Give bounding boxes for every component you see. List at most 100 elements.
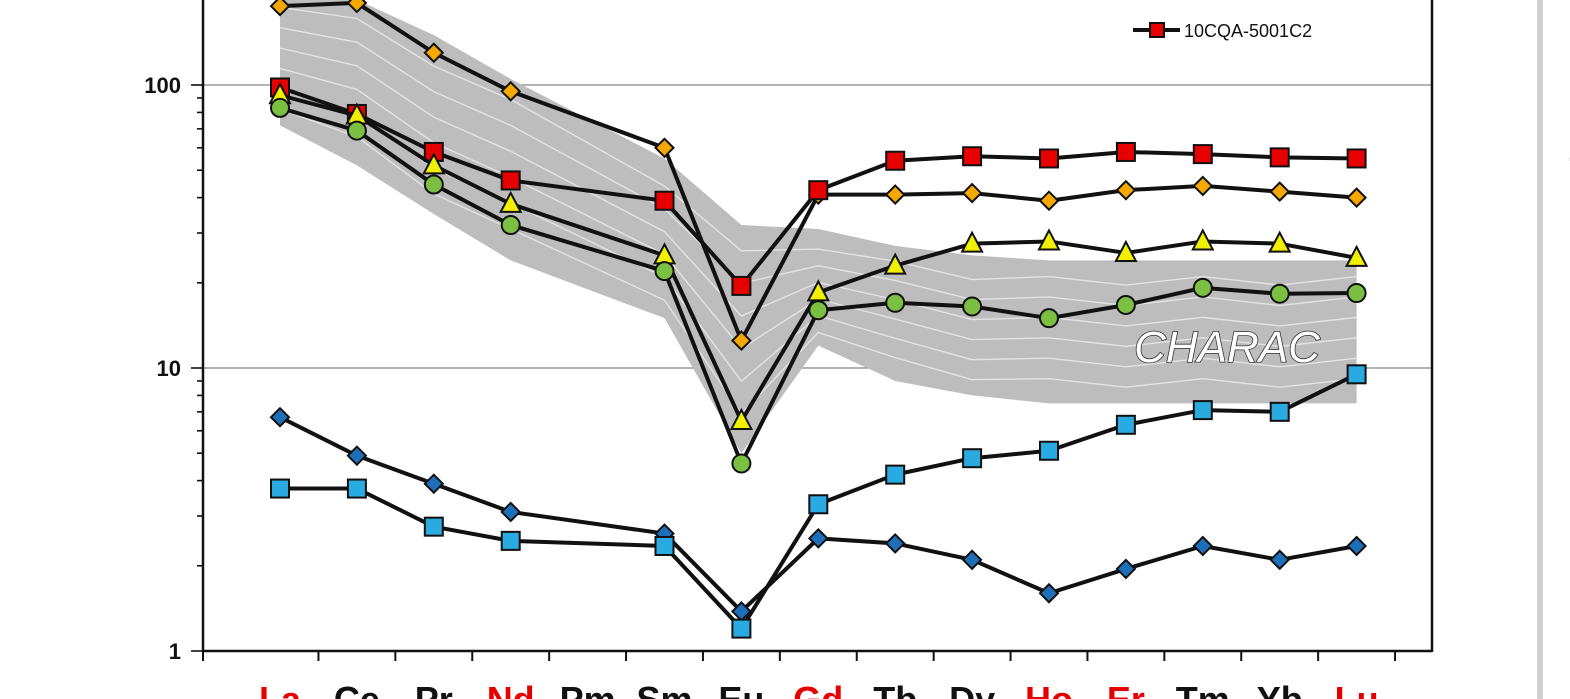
reference-pattern-line (279, 88, 1357, 383)
data-point-square (1192, 144, 1213, 165)
data-point-diamond (346, 445, 368, 467)
data-point-square (654, 535, 675, 556)
x-tick-label: Pm (560, 679, 616, 699)
data-point-diamond (1269, 181, 1291, 203)
data-point-square (731, 275, 752, 296)
y-tick-label: 100 (144, 73, 181, 98)
data-point-diamond (730, 330, 752, 351)
data-point-circle (500, 215, 521, 236)
data-point-diamond (961, 549, 983, 571)
reference-pattern-line (279, 108, 1357, 415)
data-point-square (1039, 148, 1059, 169)
data-point-square (346, 478, 367, 499)
data-point-square (1346, 364, 1367, 385)
data-point-diamond (1346, 535, 1368, 557)
data-point-square (885, 464, 906, 485)
data-point-triangle (1344, 244, 1369, 267)
data-point-square (1269, 401, 1290, 422)
data-point-diamond (346, 0, 368, 14)
data-point-square (500, 170, 521, 191)
data-point-diamond (269, 406, 291, 428)
data-point-square (270, 478, 290, 499)
x-tick-label: Nd (487, 679, 535, 699)
data-point-triangle (499, 190, 523, 213)
series-line (279, 85, 1357, 288)
data-point-square (1192, 400, 1213, 421)
data-point-square (1115, 414, 1136, 435)
data-point-square (808, 494, 829, 515)
data-point-circle (1039, 308, 1059, 329)
x-tick-label: Ce (334, 679, 380, 699)
data-point-circle (654, 261, 675, 282)
data-point-circle (423, 174, 444, 195)
data-point-square (1115, 141, 1136, 162)
data-point-diamond (1038, 190, 1060, 212)
data-point-square (962, 448, 983, 469)
data-point-triangle (960, 230, 984, 253)
series-1 (269, 0, 1368, 351)
x-tick-label: Gd (793, 679, 843, 699)
data-point-triangle (1191, 228, 1215, 251)
series-line (279, 0, 1357, 343)
reference-pattern-line (279, 27, 1357, 307)
data-point-diamond (884, 532, 906, 554)
data-point-circle (808, 300, 829, 321)
watermark-label: CHARAC (1134, 323, 1321, 372)
data-point-square (1039, 440, 1059, 461)
y-tick-label: 1 (169, 639, 181, 664)
x-tick-label: Sm (636, 679, 692, 699)
data-point-circle (962, 296, 983, 317)
x-tick-label: Yb (1257, 679, 1303, 699)
reference-pattern-line (279, 67, 1357, 350)
data-point-diamond (1346, 187, 1368, 209)
data-point-square (1346, 148, 1367, 169)
reference-pattern-line (279, 47, 1357, 327)
series-line (280, 372, 1358, 631)
data-point-diamond (1115, 179, 1137, 201)
data-point-triangle (1268, 230, 1292, 253)
data-point-diamond (654, 137, 675, 159)
reference-band (280, 0, 1357, 454)
data-point-circle (270, 97, 290, 118)
data-point-diamond (807, 527, 829, 549)
series-line (279, 105, 1357, 466)
x-tick-label: Lu (1335, 679, 1379, 699)
data-point-square (500, 530, 521, 551)
data-point-square (1149, 22, 1165, 38)
data-point-diamond (1115, 558, 1137, 580)
x-tick-label: Pr (415, 679, 453, 699)
data-point-square (1269, 147, 1290, 168)
data-point-circle (885, 292, 906, 313)
data-point-circle (1115, 294, 1136, 315)
x-tick-label: Ho (1025, 679, 1073, 699)
data-point-diamond (423, 473, 445, 495)
data-point-diamond (1038, 582, 1060, 604)
data-point-diamond (1269, 549, 1291, 571)
data-point-diamond (269, 0, 291, 17)
x-tick-label: Er (1107, 679, 1145, 699)
data-point-diamond (423, 42, 445, 64)
series-6 (270, 364, 1367, 639)
data-point-diamond (1192, 535, 1214, 557)
x-tick-label: Eu (718, 679, 764, 699)
background-band (279, 0, 1357, 454)
data-point-square (808, 180, 829, 201)
y-tick-label: 10 (157, 356, 181, 381)
data-point-diamond (500, 80, 522, 102)
x-tick-label: La (259, 679, 302, 699)
x-tick-label: Tm (1176, 679, 1230, 699)
data-point-triangle (883, 252, 907, 275)
legend-label: 10CQA-5001C2 (1184, 21, 1312, 41)
data-point-circle (1346, 283, 1367, 304)
data-point-circle (1192, 277, 1213, 298)
data-point-circle (731, 453, 752, 474)
data-point-circle (1269, 283, 1290, 304)
data-point-diamond (500, 501, 522, 523)
x-tick-label: Tb (873, 679, 917, 699)
reference-pattern-line (279, 6, 1357, 286)
data-point-circle (346, 120, 367, 141)
data-point-triangle (422, 152, 446, 175)
x-tick-label: Dy (949, 679, 995, 699)
data-point-square (885, 150, 906, 171)
data-point-triangle (729, 407, 754, 430)
